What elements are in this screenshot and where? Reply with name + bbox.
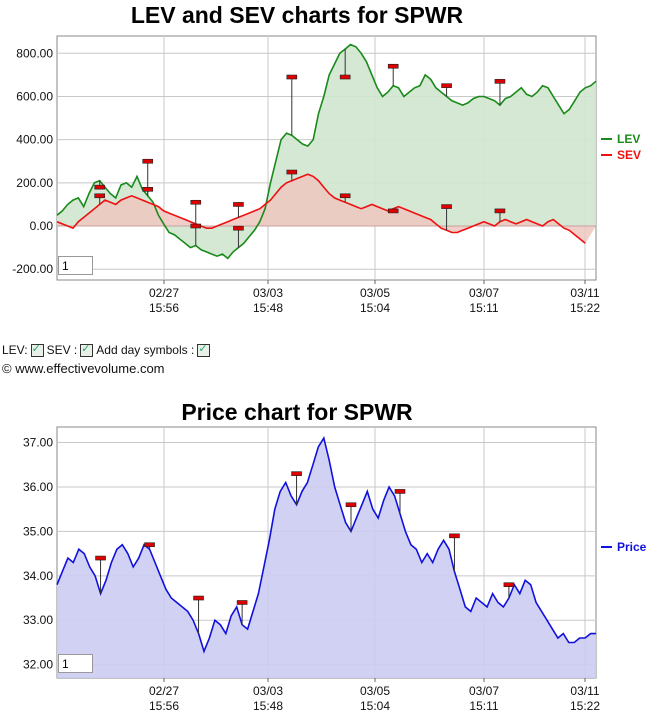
lev-area-fill bbox=[57, 44, 596, 259]
day-marker bbox=[503, 582, 515, 588]
day-marker bbox=[394, 489, 406, 494]
lev-sev-y-tick-label: 800.00 bbox=[16, 46, 53, 60]
day-marker bbox=[345, 502, 357, 508]
day-marker bbox=[441, 204, 452, 209]
price-y-tick-label: 37.00 bbox=[23, 436, 53, 450]
copyright-text: © www.effectivevolume.com bbox=[2, 361, 165, 376]
lev-checkbox[interactable] bbox=[30, 342, 44, 357]
day-marker bbox=[387, 63, 399, 69]
sev-checkbox[interactable] bbox=[80, 342, 94, 357]
day-marker bbox=[291, 471, 302, 476]
day-marker bbox=[236, 600, 248, 605]
day-marker bbox=[142, 187, 154, 192]
price-y-tick-label: 36.00 bbox=[23, 480, 53, 494]
price-legend-label: Price bbox=[617, 540, 647, 554]
lev-sev-y-tick-label: 400.00 bbox=[16, 133, 53, 147]
lev-sev-y-tick-label: 200.00 bbox=[16, 176, 53, 190]
lev-sev-x-tick-time: 15:04 bbox=[360, 301, 390, 315]
day-marker bbox=[94, 193, 105, 199]
price-y-tick-label: 33.00 bbox=[23, 613, 53, 627]
day-symbols-checkbox[interactable] bbox=[197, 342, 211, 357]
price-x-tick-time: 15:04 bbox=[360, 699, 390, 713]
series-toggle-controls: LEV: SEV : Add day symbols : bbox=[2, 342, 211, 357]
day-marker bbox=[449, 533, 460, 539]
day-marker bbox=[144, 542, 155, 548]
price-x-tick-date: 02/27 bbox=[149, 684, 179, 698]
lev-sev-x-tick-date: 03/07 bbox=[469, 286, 499, 300]
day-marker bbox=[190, 223, 202, 229]
lev-sev-x-tick-date: 03/11 bbox=[570, 286, 599, 300]
lev-sev-y-tick-label: 600.00 bbox=[16, 89, 53, 103]
day-marker bbox=[190, 199, 202, 205]
price-x-tick-date: 03/05 bbox=[360, 684, 390, 698]
price-zoom-input[interactable]: 1 bbox=[58, 654, 93, 673]
lev-sev-x-tick-time: 15:11 bbox=[469, 301, 498, 315]
lev-sev-x-tick-time: 15:48 bbox=[253, 301, 283, 315]
day-marker bbox=[339, 74, 351, 80]
lev-sev-y-tick-label: 0.00 bbox=[30, 219, 54, 233]
price-x-tick-date: 03/11 bbox=[570, 684, 599, 698]
price-x-tick-time: 15:48 bbox=[253, 699, 283, 713]
day-marker bbox=[286, 169, 298, 175]
lev-sev-x-tick-date: 03/05 bbox=[360, 286, 390, 300]
lev-sev-x-tick-time: 15:56 bbox=[149, 301, 179, 315]
day-marker bbox=[387, 208, 399, 214]
day-marker bbox=[233, 225, 244, 231]
price-x-tick-time: 15:11 bbox=[469, 699, 498, 713]
day-marker bbox=[233, 202, 244, 207]
price-y-tick-label: 35.00 bbox=[23, 524, 53, 538]
price-y-tick-label: 34.00 bbox=[23, 569, 53, 583]
lev-sev-chart-title: LEV and SEV charts for SPWR bbox=[131, 2, 464, 28]
day-marker bbox=[494, 208, 506, 214]
lev-toggle-label: LEV: bbox=[2, 343, 28, 357]
lev-sev-x-tick-time: 15:22 bbox=[570, 301, 600, 315]
lev-sev-x-tick-date: 02/27 bbox=[149, 286, 179, 300]
lev-sev-y-tick-label: -200.00 bbox=[12, 262, 53, 276]
day-marker bbox=[494, 79, 506, 84]
day-marker bbox=[339, 193, 351, 199]
day-marker bbox=[95, 555, 106, 561]
price-x-tick-time: 15:56 bbox=[149, 699, 179, 713]
price-x-tick-date: 03/03 bbox=[253, 684, 283, 698]
day-marker bbox=[142, 158, 154, 164]
price-y-tick-label: 32.00 bbox=[23, 658, 53, 672]
day-marker bbox=[94, 184, 105, 190]
lev-zoom-input[interactable]: 1 bbox=[58, 256, 93, 275]
day-marker bbox=[193, 595, 204, 601]
day-marker bbox=[286, 74, 298, 80]
lev-legend-label: LEV bbox=[617, 132, 640, 146]
price-x-tick-date: 03/07 bbox=[469, 684, 499, 698]
day-symbols-label: Add day symbols : bbox=[96, 343, 195, 357]
sev-toggle-label: SEV : bbox=[46, 343, 78, 357]
price-x-tick-time: 15:22 bbox=[570, 699, 600, 713]
sev-legend-label: SEV bbox=[617, 148, 641, 162]
lev-series-line bbox=[56, 43, 597, 260]
lev-sev-x-tick-date: 03/03 bbox=[253, 286, 283, 300]
price-chart-title: Price chart for SPWR bbox=[181, 399, 413, 425]
sev-series-line bbox=[56, 173, 586, 244]
day-marker bbox=[441, 83, 452, 88]
